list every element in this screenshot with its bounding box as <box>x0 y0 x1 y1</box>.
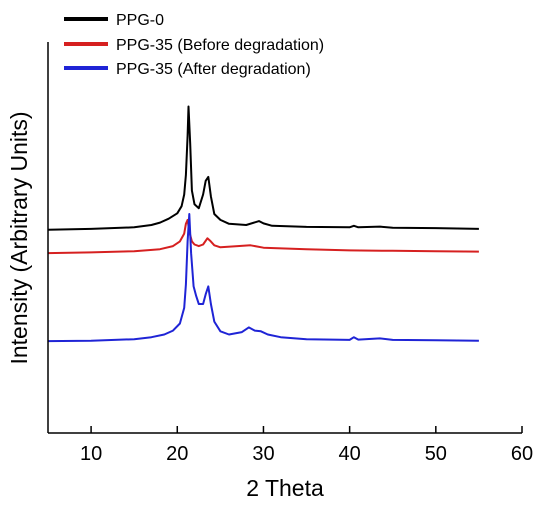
x-tick-label-0: 10 <box>80 443 102 465</box>
x-ticks: 10 20 30 40 50 60 <box>80 426 533 465</box>
x-tick-label-3: 40 <box>339 443 361 465</box>
x-axis-title: 2 Theta <box>246 475 324 501</box>
series-line-1 <box>47 218 479 255</box>
x-tick-label-5: 60 <box>511 443 533 465</box>
legend-label-2: PPG-35 (After degradation) <box>116 61 311 78</box>
legend-entry-0: PPG-0 <box>64 12 164 29</box>
series-layer <box>47 105 479 343</box>
axes <box>47 42 522 434</box>
series-line-2 <box>47 213 479 343</box>
x-tick-label-2: 30 <box>252 443 274 465</box>
legend: PPG-0 PPG-35 (Before degradation) PPG-35… <box>64 12 324 78</box>
legend-label-0: PPG-0 <box>116 12 164 29</box>
x-tick-label-4: 50 <box>425 443 447 465</box>
x-tick-label-1: 20 <box>166 443 188 465</box>
legend-entry-1: PPG-35 (Before degradation) <box>64 37 324 54</box>
legend-label-1: PPG-35 (Before degradation) <box>116 37 324 54</box>
y-axis-title: Intensity (Arbitrary Units) <box>6 111 32 364</box>
legend-entry-2: PPG-35 (After degradation) <box>64 61 311 78</box>
series-line-0 <box>47 105 479 231</box>
